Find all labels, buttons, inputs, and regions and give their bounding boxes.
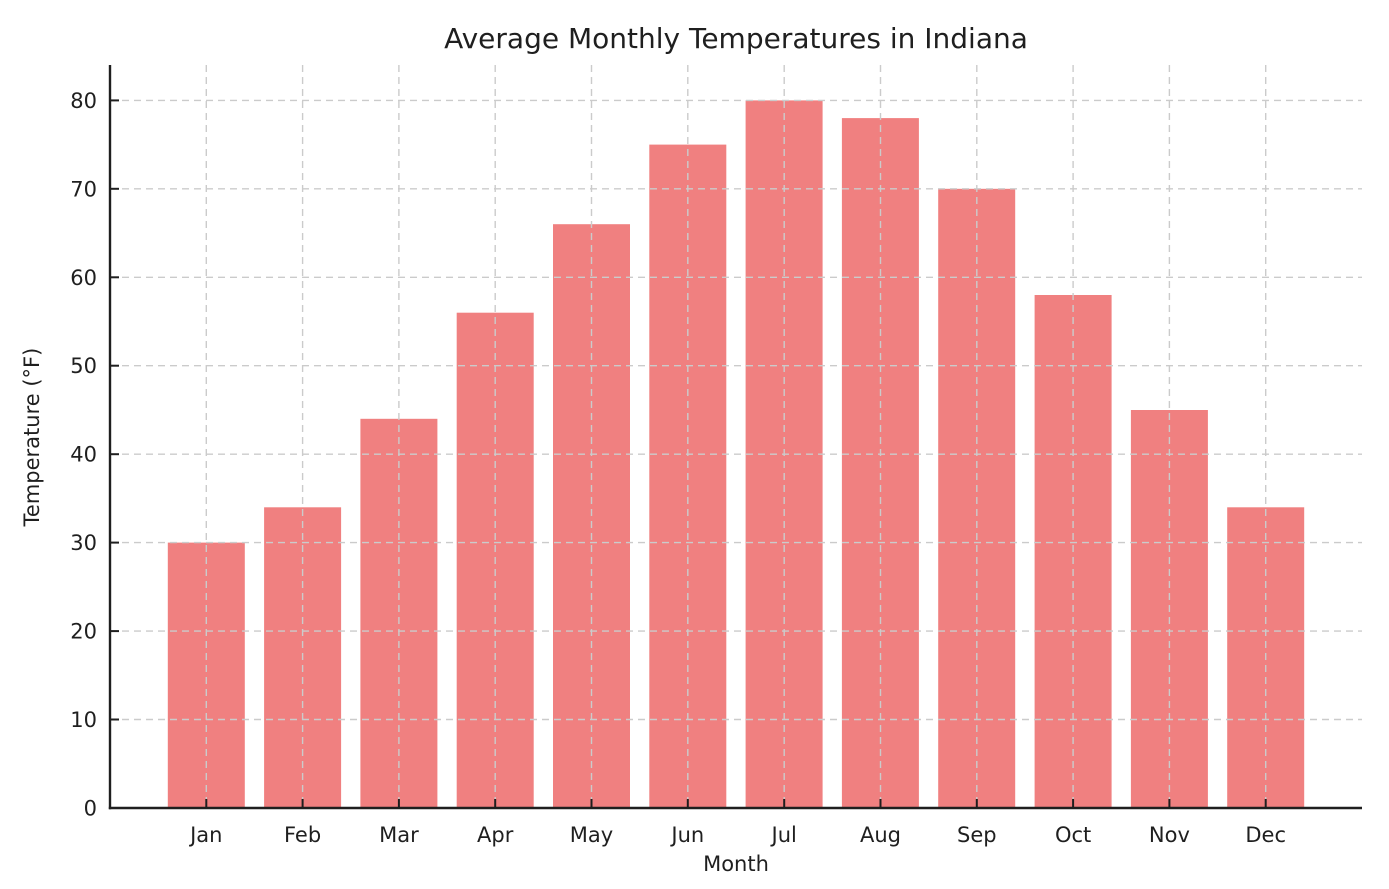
- chart-title: Average Monthly Temperatures in Indiana: [444, 22, 1028, 55]
- y-tick-label-70: 70: [70, 177, 97, 201]
- y-axis-label: Temperature (°F): [20, 347, 44, 527]
- x-tick-label-nov: Nov: [1149, 823, 1190, 847]
- y-tick-label-60: 60: [70, 266, 97, 290]
- x-tick-label-jan: Jan: [188, 823, 222, 847]
- y-tick-label-80: 80: [70, 89, 97, 113]
- x-tick-label-aug: Aug: [860, 823, 901, 847]
- y-tick-label-20: 20: [70, 620, 97, 644]
- x-tick-label-jul: Jul: [770, 823, 797, 847]
- x-tick-label-sep: Sep: [957, 823, 997, 847]
- x-tick-label-feb: Feb: [284, 823, 321, 847]
- x-tick-label-dec: Dec: [1245, 823, 1286, 847]
- x-tick-label-oct: Oct: [1055, 823, 1091, 847]
- y-tick-label-40: 40: [70, 443, 97, 467]
- y-tick-label-50: 50: [70, 354, 97, 378]
- x-axis-label: Month: [703, 852, 769, 876]
- y-tick-label-0: 0: [84, 797, 97, 821]
- y-tick-label-10: 10: [70, 708, 97, 732]
- x-tick-label-mar: Mar: [379, 823, 419, 847]
- y-tick-label-30: 30: [70, 531, 97, 555]
- x-tick-label-apr: Apr: [477, 823, 514, 847]
- x-tick-label-may: May: [570, 823, 613, 847]
- x-tick-label-jun: Jun: [669, 823, 704, 847]
